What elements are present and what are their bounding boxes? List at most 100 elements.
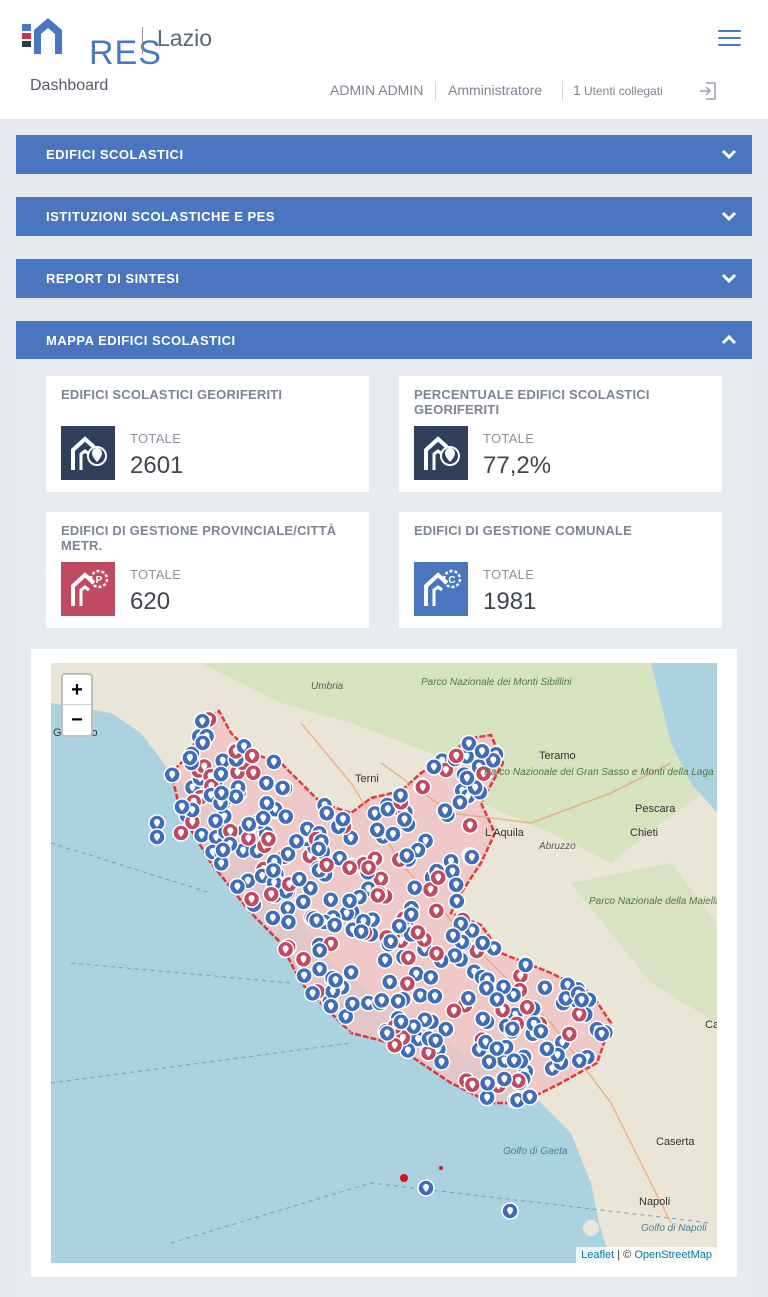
school-marker-municipal[interactable] [310, 941, 329, 960]
school-marker-municipal[interactable] [287, 832, 306, 851]
school-marker-municipal[interactable] [425, 758, 443, 776]
school-marker-municipal[interactable] [264, 861, 283, 880]
school-marker-municipal[interactable] [473, 742, 491, 761]
school-marker-municipal[interactable] [373, 991, 391, 1010]
map-canvas[interactable] [51, 663, 717, 1263]
school-marker-municipal[interactable] [310, 960, 329, 978]
school-marker-municipal[interactable] [398, 846, 416, 865]
school-marker-provincial[interactable] [429, 868, 447, 887]
school-marker-municipal[interactable] [301, 879, 320, 898]
school-marker-municipal[interactable] [181, 749, 199, 767]
school-marker-municipal[interactable] [384, 825, 402, 843]
school-marker-municipal[interactable] [317, 804, 336, 822]
school-marker-municipal[interactable] [295, 966, 313, 985]
school-marker-municipal[interactable] [227, 787, 245, 806]
school-marker-provincial[interactable] [414, 778, 432, 796]
school-marker-provincial[interactable] [369, 886, 387, 905]
school-marker-municipal[interactable] [572, 991, 591, 1009]
school-marker-municipal[interactable] [459, 989, 478, 1007]
school-marker-provincial[interactable] [509, 1072, 527, 1090]
school-marker-municipal[interactable] [212, 765, 230, 783]
school-marker-municipal[interactable] [343, 995, 362, 1013]
school-marker-municipal[interactable] [322, 997, 340, 1015]
school-marker-municipal[interactable] [411, 986, 430, 1005]
school-marker-municipal[interactable] [264, 909, 282, 927]
school-marker-municipal[interactable] [193, 712, 212, 731]
school-marker-provincial[interactable] [244, 764, 263, 782]
school-marker-provincial[interactable] [294, 950, 313, 968]
map[interactable]: Umbria Parco Nazionale dei Monti Sibilli… [51, 663, 717, 1263]
school-marker-municipal[interactable] [432, 1053, 451, 1071]
school-marker-municipal[interactable] [447, 876, 465, 894]
school-marker-provincial[interactable] [262, 885, 281, 903]
school-marker-municipal[interactable] [448, 892, 466, 910]
osm-link[interactable]: OpenStreetMap [634, 1249, 712, 1261]
school-marker-municipal[interactable] [368, 821, 387, 839]
school-marker-municipal[interactable] [477, 979, 496, 997]
school-marker-provincial[interactable] [243, 747, 261, 765]
zoom-out-button[interactable]: − [71, 709, 83, 731]
school-marker-municipal[interactable] [378, 1024, 396, 1043]
school-marker-municipal[interactable] [592, 1025, 611, 1043]
school-marker-municipal[interactable] [254, 809, 272, 827]
menu-icon[interactable] [718, 30, 741, 47]
school-marker-provincial[interactable] [280, 875, 299, 893]
school-marker-municipal[interactable] [334, 810, 352, 828]
school-marker-municipal[interactable] [294, 893, 313, 911]
school-marker-municipal[interactable] [342, 963, 360, 982]
school-marker-municipal[interactable] [426, 987, 444, 1005]
school-marker-municipal[interactable] [488, 1039, 506, 1058]
school-marker-municipal[interactable] [488, 990, 506, 1009]
school-marker-municipal[interactable] [417, 1179, 435, 1197]
panel-edifici-scolastici[interactable]: EDIFICI SCOLASTICI [16, 135, 752, 174]
panel-istituzioni[interactable]: ISTITUZIONI SCOLASTICHE E PES [16, 197, 752, 236]
school-marker-provincial[interactable] [398, 974, 417, 993]
school-marker-municipal[interactable] [516, 956, 535, 974]
school-marker-municipal[interactable] [326, 971, 345, 989]
school-marker-municipal[interactable] [503, 1020, 522, 1038]
school-marker-municipal[interactable] [476, 1033, 495, 1051]
school-marker-provincial[interactable] [445, 1001, 463, 1020]
school-marker-municipal[interactable] [290, 870, 308, 888]
school-marker-municipal[interactable] [366, 804, 384, 823]
school-marker-municipal[interactable] [352, 922, 370, 941]
school-marker-provincial[interactable] [359, 858, 378, 877]
school-marker-provincial[interactable] [259, 830, 278, 848]
school-marker-municipal[interactable] [536, 978, 554, 997]
school-marker-municipal[interactable] [480, 1053, 498, 1071]
school-marker-municipal[interactable] [538, 1040, 556, 1058]
school-marker-provincial[interactable] [447, 747, 466, 765]
school-marker-municipal[interactable] [228, 877, 247, 896]
school-marker-municipal[interactable] [495, 1070, 514, 1088]
school-marker-provincial[interactable] [463, 1075, 482, 1094]
school-marker-municipal[interactable] [325, 916, 344, 934]
school-marker-municipal[interactable] [258, 794, 276, 813]
leaflet-link[interactable]: Leaflet [581, 1249, 615, 1261]
school-marker-municipal[interactable] [473, 934, 492, 952]
school-marker-municipal[interactable] [460, 734, 478, 753]
panel-mappa[interactable]: MAPPA EDIFICI SCOLASTICI [16, 321, 752, 360]
school-marker-municipal[interactable] [193, 734, 212, 752]
school-marker-municipal[interactable] [402, 905, 420, 924]
school-marker-municipal[interactable] [501, 1202, 519, 1220]
school-marker-municipal[interactable] [206, 812, 225, 830]
school-marker-provincial[interactable] [242, 890, 261, 908]
school-marker-municipal[interactable] [422, 968, 440, 987]
school-marker-municipal[interactable] [437, 1020, 455, 1038]
school-marker-municipal[interactable] [340, 892, 359, 910]
school-marker-municipal[interactable] [570, 1052, 589, 1070]
school-marker-municipal[interactable] [379, 800, 397, 819]
school-marker-provincial[interactable] [399, 949, 418, 967]
school-marker-municipal[interactable] [381, 932, 400, 951]
school-marker-municipal[interactable] [257, 774, 276, 792]
school-marker-municipal[interactable] [148, 828, 166, 846]
school-marker-municipal[interactable] [265, 753, 283, 771]
school-marker-municipal[interactable] [532, 1022, 550, 1041]
school-marker-provincial[interactable] [427, 902, 446, 920]
school-marker-municipal[interactable] [474, 1010, 492, 1028]
school-marker-provincial[interactable] [409, 923, 427, 942]
school-marker-municipal[interactable] [303, 984, 322, 1003]
school-marker-municipal[interactable] [277, 807, 295, 826]
school-marker-municipal[interactable] [214, 841, 232, 859]
school-marker-municipal[interactable] [392, 1013, 410, 1031]
